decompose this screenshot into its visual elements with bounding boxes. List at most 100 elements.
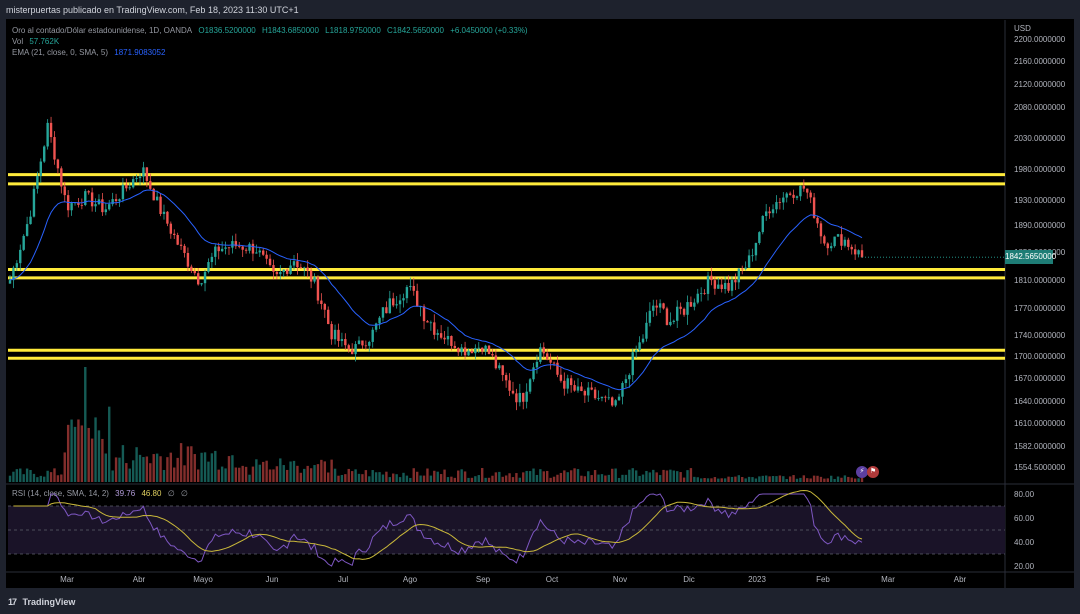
candle-body (39, 161, 42, 176)
candle-body (583, 391, 587, 396)
volume-bar (439, 474, 443, 482)
volume-bar (128, 468, 131, 482)
volume-bar (528, 471, 532, 482)
candle-body (713, 280, 717, 289)
volume-bar (703, 477, 706, 482)
candle-body (580, 386, 583, 392)
volume-bar (296, 465, 299, 482)
volume-bar (275, 466, 279, 482)
candle-body (296, 261, 299, 268)
volume-bar (176, 457, 179, 482)
candle-body (836, 234, 840, 237)
candle-body (179, 244, 183, 246)
volume-bar (648, 472, 652, 482)
volume-bar (669, 469, 672, 482)
candle-body (552, 362, 556, 364)
volume-bar (768, 476, 771, 482)
candle-body (433, 322, 436, 335)
candle-body (665, 308, 669, 325)
candle-body (703, 293, 706, 295)
candle-body (658, 303, 662, 308)
volume-bar (200, 452, 203, 482)
candle-body (850, 246, 853, 250)
volume-bar (806, 478, 809, 482)
volume-bar (183, 465, 186, 482)
candle-body (77, 202, 80, 205)
candle-body (49, 122, 53, 138)
ema-label[interactable]: EMA (21, close, 0, SMA, 5) (12, 48, 109, 57)
volume-bar (77, 419, 80, 482)
volume-bar (710, 478, 713, 482)
candle-body (686, 302, 689, 315)
volume-bar (604, 475, 607, 482)
candle-body (480, 347, 484, 352)
volume-bar (207, 461, 210, 482)
candle-body (826, 243, 829, 249)
volume-bar (90, 438, 94, 482)
candle-body (771, 209, 775, 214)
volume-bar (272, 469, 275, 482)
candle-body (429, 322, 433, 324)
volume-bar (569, 470, 573, 482)
volume-bar (511, 477, 515, 482)
candle-body (354, 344, 357, 355)
candle-body (371, 329, 374, 342)
change-value: +6.0450000 (+0.33%) (450, 26, 528, 35)
candle-body (487, 345, 491, 354)
candle-body (303, 267, 306, 269)
volume-bar (607, 474, 610, 482)
candle-body (131, 179, 135, 188)
price-tick-label: 2080.0000000 (1014, 103, 1066, 112)
chart-panel[interactable] (6, 19, 1074, 588)
volume-bar (344, 474, 347, 482)
candle-body (457, 347, 460, 353)
volume-bar (114, 457, 118, 482)
candle-body (275, 271, 279, 275)
close-value: C1842.5650000 (387, 26, 444, 35)
volume-label[interactable]: Vol (12, 37, 24, 46)
candle-body (590, 387, 593, 390)
volume-bar (238, 467, 241, 482)
candle-body (631, 352, 634, 376)
candle-body (203, 271, 207, 284)
volume-bar (453, 477, 457, 482)
volume-bar (422, 475, 426, 482)
candle-body (857, 250, 860, 255)
candle-body (522, 392, 525, 402)
rsi-label[interactable]: RSI (14, close, SMA, 14, 2) (12, 489, 109, 498)
lightning-icon[interactable]: ⚡ (856, 466, 868, 478)
volume-bar (682, 477, 686, 482)
time-axis-label: Nov (613, 575, 627, 584)
flag-icon[interactable]: ⚑ (867, 466, 879, 478)
footer-brand[interactable]: 17 TradingView (8, 594, 75, 610)
volume-bar (378, 472, 381, 482)
candle-body (494, 355, 498, 369)
candle-body (689, 302, 693, 307)
volume-bar (532, 468, 535, 482)
candle-body (453, 345, 457, 348)
candle-body (87, 191, 90, 193)
volume-bar (29, 469, 32, 482)
volume-bar (758, 476, 761, 482)
candle-body (385, 307, 388, 314)
volume-bar (457, 470, 460, 482)
volume-bar (179, 443, 183, 482)
candle-body (169, 223, 173, 234)
volume-bar (498, 471, 501, 482)
candle-body (347, 345, 350, 350)
volume-bar (676, 471, 679, 482)
candle-body (624, 379, 628, 384)
volume-bar (43, 476, 46, 482)
price-tick-label: 1980.0000000 (1014, 165, 1066, 174)
candle-body (812, 197, 816, 218)
candle-body (159, 196, 162, 214)
volume-bar (723, 478, 727, 482)
volume-bar (826, 478, 829, 482)
symbol-label[interactable]: Oro al contado/Dólar estadounidense, 1D,… (12, 26, 193, 35)
candle-body (463, 347, 467, 356)
candle-body (262, 250, 265, 255)
candle-body (299, 267, 303, 269)
volume-bar (63, 452, 66, 482)
candle-body (768, 211, 771, 214)
